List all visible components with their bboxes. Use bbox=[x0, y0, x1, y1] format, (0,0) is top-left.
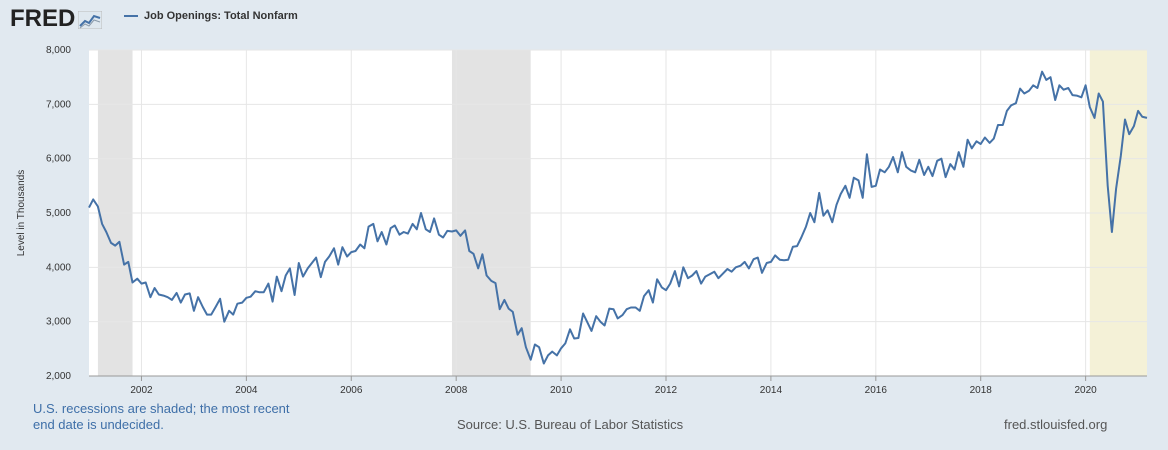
data-series bbox=[88, 70, 1148, 365]
site-link[interactable]: fred.stlouisfed.org bbox=[1004, 417, 1108, 432]
x-axis-ticks: 2002 2004 2006 2008 2010 2012 2014 2016 2018 2020 bbox=[130, 376, 1097, 396]
recession-note-line1: U.S. recessions are shaded; the most rec… bbox=[33, 401, 290, 416]
y-tick-label: 4,000 bbox=[46, 262, 71, 273]
x-tick-label: 2004 bbox=[235, 385, 258, 396]
y-axis-ticks: 2,000 3,000 4,000 5,000 6,000 7,000 8,000 bbox=[46, 45, 71, 382]
legend-series-label: Job Openings: Total Nonfarm bbox=[144, 10, 298, 22]
y-tick-label: 5,000 bbox=[46, 208, 71, 219]
x-tick-label: 2006 bbox=[340, 385, 363, 396]
legend-line-swatch bbox=[124, 15, 138, 17]
x-tick-label: 2016 bbox=[865, 385, 888, 396]
x-tick-label: 2008 bbox=[445, 385, 468, 396]
x-tick-label: 2014 bbox=[760, 385, 783, 396]
x-tick-label: 2018 bbox=[970, 385, 993, 396]
x-tick-label: 2012 bbox=[655, 385, 678, 396]
x-tick-label: 2002 bbox=[130, 385, 153, 396]
y-tick-label: 6,000 bbox=[46, 154, 71, 165]
recession-note-line2: end date is undecided. bbox=[33, 417, 164, 432]
y-tick-label: 7,000 bbox=[46, 99, 71, 110]
chart-legend: Job Openings: Total Nonfarm bbox=[124, 10, 298, 22]
y-tick-label: 3,000 bbox=[46, 317, 71, 328]
line-chart: 2,000 3,000 4,000 5,000 6,000 7,000 8,000 2002… bbox=[16, 45, 1148, 396]
y-axis-label: Level in Thousands bbox=[16, 170, 27, 257]
trend-chart-icon bbox=[78, 11, 103, 29]
graph-header: FRED Job Openings: Total Nonfarm bbox=[0, 0, 1168, 40]
y-tick-label: 8,000 bbox=[46, 45, 71, 56]
fred-logo[interactable]: FRED bbox=[10, 5, 103, 32]
source-note: Source: U.S. Bureau of Labor Statistics bbox=[457, 417, 684, 432]
logo-text: FRED bbox=[10, 5, 76, 32]
x-tick-label: 2020 bbox=[1075, 385, 1098, 396]
x-tick-label: 2010 bbox=[550, 385, 573, 396]
series-line-job-openings bbox=[88, 70, 1148, 365]
y-tick-label: 2,000 bbox=[46, 371, 71, 382]
recession-note: U.S. recessions are shaded; the most rec… bbox=[33, 401, 333, 433]
